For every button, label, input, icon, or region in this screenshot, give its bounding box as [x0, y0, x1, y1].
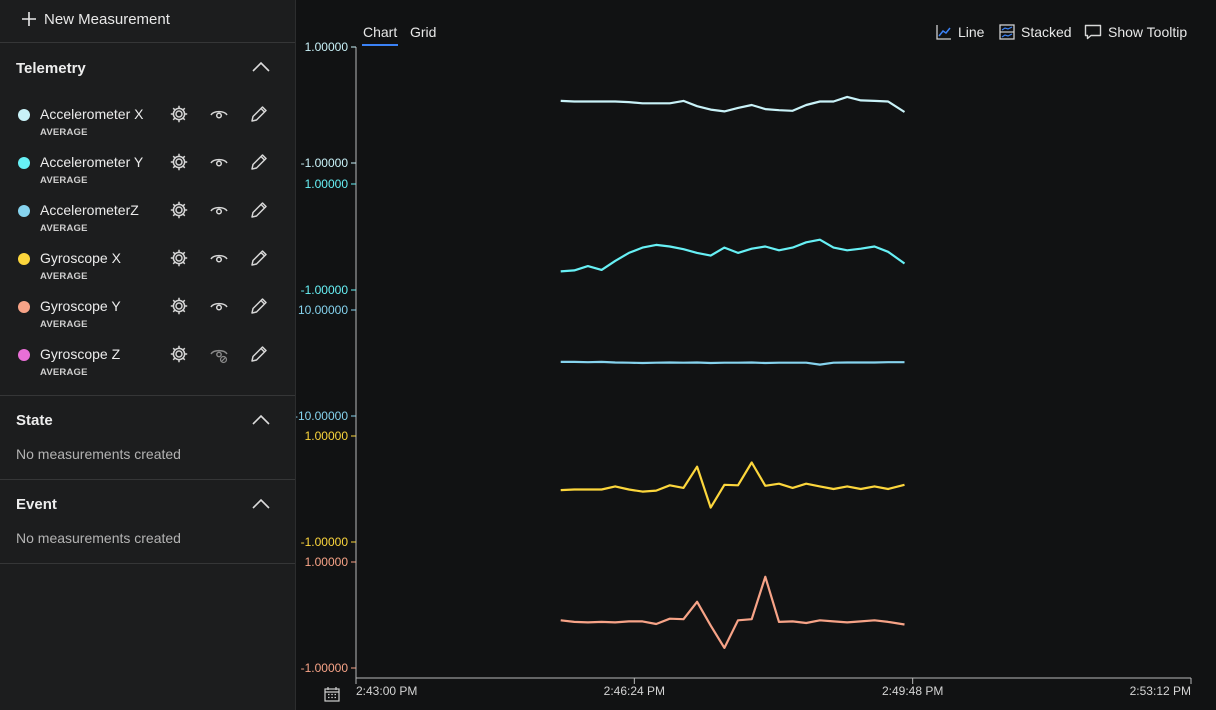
measurement-aggregation: AVERAGE	[40, 127, 88, 138]
chart-panel: Chart Grid Line Stacked Show Tooltip 1.0…	[296, 0, 1216, 710]
plus-icon	[22, 12, 36, 26]
y-tick-label: 1.00000	[305, 555, 349, 569]
gear-icon[interactable]	[169, 248, 189, 268]
chevron-up-icon[interactable]	[250, 413, 272, 427]
event-empty-text: No measurements created	[16, 530, 181, 546]
divider	[0, 395, 295, 396]
line-label: Line	[958, 24, 985, 40]
state-section-title: State	[16, 412, 53, 429]
series-line	[560, 461, 905, 509]
sidebar: New Measurement Telemetry Accelerometer …	[0, 0, 296, 710]
measurement-row[interactable]: AccelerometerZ AVERAGE	[0, 199, 295, 243]
series-line	[560, 95, 906, 113]
series-color-dot	[18, 109, 30, 121]
gear-icon[interactable]	[169, 152, 189, 172]
y-tick-label: 1.00000	[305, 429, 349, 443]
tab-grid[interactable]: Grid	[410, 24, 437, 40]
gear-icon[interactable]	[169, 104, 189, 124]
divider	[0, 563, 295, 564]
x-tick-label: 2:53:12 PM	[1130, 684, 1191, 698]
x-tick-label: 2:46:24 PM	[604, 684, 665, 698]
y-tick-label: 10.00000	[298, 303, 348, 317]
series-color-dot	[18, 157, 30, 169]
divider	[0, 479, 295, 480]
measurement-aggregation: AVERAGE	[40, 367, 88, 378]
tooltip-icon	[1084, 24, 1102, 40]
tab-chart[interactable]: Chart	[363, 24, 398, 40]
y-tick-label: -10.00000	[296, 409, 348, 423]
eye-icon[interactable]	[209, 200, 229, 220]
x-tick-label: 2:43:00 PM	[356, 684, 417, 698]
divider	[0, 42, 295, 43]
calendar-icon[interactable]	[324, 686, 340, 702]
pencil-icon[interactable]	[249, 296, 269, 316]
show-tooltip-button[interactable]: Show Tooltip	[1084, 22, 1187, 42]
pencil-icon[interactable]	[249, 152, 269, 172]
stacked-chart-icon	[999, 24, 1015, 40]
series-color-dot	[18, 205, 30, 217]
chevron-up-icon[interactable]	[250, 60, 272, 74]
eye-icon[interactable]	[209, 104, 229, 124]
active-tab-indicator	[362, 44, 398, 46]
pencil-icon[interactable]	[249, 104, 269, 124]
measurement-row[interactable]: Gyroscope Z AVERAGE	[0, 343, 295, 387]
measurement-name: Gyroscope Z	[40, 346, 121, 362]
measurement-name: Accelerometer X	[40, 106, 144, 122]
stacked-label: Stacked	[1021, 24, 1072, 40]
measurement-aggregation: AVERAGE	[40, 223, 88, 234]
measurement-name: Accelerometer Y	[40, 154, 144, 170]
y-tick-label: -1.00000	[301, 535, 349, 549]
eye-off-icon[interactable]	[209, 344, 229, 364]
chevron-up-icon[interactable]	[250, 497, 272, 511]
measurement-name: AccelerometerZ	[40, 202, 139, 218]
event-section-title: Event	[16, 496, 57, 513]
pencil-icon[interactable]	[249, 200, 269, 220]
measurement-aggregation: AVERAGE	[40, 319, 88, 330]
y-tick-label: 1.00000	[305, 40, 349, 54]
measurement-name: Gyroscope Y	[40, 298, 121, 314]
pencil-icon[interactable]	[249, 248, 269, 268]
eye-icon[interactable]	[209, 248, 229, 268]
new-measurement-label: New Measurement	[44, 10, 170, 28]
state-empty-text: No measurements created	[16, 446, 181, 462]
y-tick-label: -1.00000	[301, 156, 349, 170]
x-tick-label: 2:49:48 PM	[882, 684, 943, 698]
measurement-row[interactable]: Gyroscope X AVERAGE	[0, 247, 295, 291]
gear-icon[interactable]	[169, 344, 189, 364]
series-color-dot	[18, 301, 30, 313]
new-measurement-button[interactable]: New Measurement	[22, 8, 170, 30]
y-tick-label: 1.00000	[305, 177, 349, 191]
eye-icon[interactable]	[209, 152, 229, 172]
eye-icon[interactable]	[209, 296, 229, 316]
gear-icon[interactable]	[169, 296, 189, 316]
telemetry-section-title: Telemetry	[16, 60, 86, 77]
pencil-icon[interactable]	[249, 344, 269, 364]
measurement-row[interactable]: Accelerometer X AVERAGE	[0, 103, 295, 147]
y-tick-label: -1.00000	[301, 661, 349, 675]
series-line	[560, 238, 906, 273]
line-button[interactable]: Line	[936, 22, 984, 42]
series-color-dot	[18, 253, 30, 265]
measurement-row[interactable]: Gyroscope Y AVERAGE	[0, 295, 295, 339]
y-tick-label: -1.00000	[301, 283, 349, 297]
measurement-row[interactable]: Accelerometer Y AVERAGE	[0, 151, 295, 195]
gear-icon[interactable]	[169, 200, 189, 220]
series-line	[560, 360, 905, 366]
measurement-aggregation: AVERAGE	[40, 175, 88, 186]
series-line	[560, 575, 905, 649]
series-color-dot	[18, 349, 30, 361]
tooltip-label: Show Tooltip	[1108, 24, 1188, 40]
measurement-aggregation: AVERAGE	[40, 271, 88, 282]
measurement-name: Gyroscope X	[40, 250, 121, 266]
line-chart-icon	[936, 25, 951, 40]
stacked-button[interactable]: Stacked	[999, 22, 1072, 42]
chart-area[interactable]: 1.00000 -1.00000 1.00000 -1.00000 10.00000 -1…	[296, 0, 1216, 710]
